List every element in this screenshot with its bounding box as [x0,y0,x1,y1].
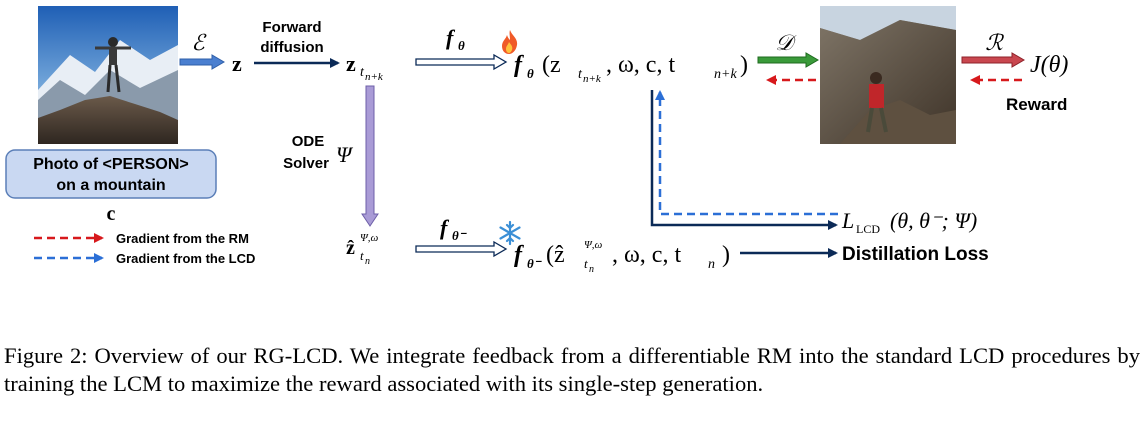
svg-text:t: t [360,65,365,80]
svg-text:): ) [740,52,748,78]
f-theta-minus-label: f [440,215,450,240]
svg-text:θ⁻: θ⁻ [527,256,543,271]
svg-text:n+k: n+k [583,73,602,85]
svg-text:f: f [514,52,524,78]
prompt-line-1: Photo of <PERSON> [33,156,189,173]
reward-model-arrow [961,52,1025,68]
svg-text:(θ, θ⁻; Ψ): (θ, θ⁻; Ψ) [890,208,977,233]
svg-text:z: z [346,51,356,76]
ode-label-2: Solver [283,155,329,172]
f-theta-sub: θ [458,38,465,53]
lcd-loss-label: L LCD (θ, θ⁻; Ψ) [841,208,977,236]
svg-text:ẑ: ẑ [346,237,355,259]
f-theta-minus-sub: θ⁻ [452,228,468,243]
svg-text:LCD: LCD [856,222,880,236]
student-output-expression: f θ (z t n+k , ω, c, t n+k ) [514,52,748,85]
reward-label: Reward [1006,95,1067,114]
objective-label: J(θ) [1030,52,1068,78]
svg-text:n: n [365,256,370,267]
svg-text:(z: (z [542,52,561,78]
teacher-output-expression: f θ⁻ (ẑ Ψ,ω t n , ω, c, t n ) [514,239,730,275]
svg-text:L: L [841,208,854,233]
svg-text:Ψ,ω: Ψ,ω [584,239,602,251]
latent-z: z [232,51,242,76]
input-photo [38,6,178,144]
f-theta-label: f [446,25,456,50]
forward-label-2: diffusion [260,39,323,56]
student-input-arrow [415,53,508,71]
rg-lcd-diagram: Photo of <PERSON> on a mountain c Gradie… [5,6,1068,275]
legend-lcd-label: Gradient from the LCD [116,251,255,266]
student-to-loss-line [650,90,838,230]
svg-text:, ω, c, t: , ω, c, t [606,52,675,78]
encoder-label: ℰ [191,30,207,55]
prompt-box: Photo of <PERSON> on a mountain [5,149,217,199]
ode-target-latent: ẑ Ψ,ω t n [346,232,378,267]
noisy-latent: z t n+k [346,51,384,83]
svg-text:θ: θ [527,66,534,81]
decoder-label: 𝒟 [775,30,797,55]
svg-text:n+k: n+k [714,67,737,82]
fire-icon [502,30,518,54]
legend-rm-label: Gradient from the RM [116,231,249,246]
figure-caption: Figure 2: Overview of our RG-LCD. We int… [4,343,1140,396]
svg-text:(ẑ: (ẑ [546,242,565,268]
condition-label: c [107,203,116,225]
distillation-loss-label: Distillation Loss [842,244,989,265]
psi-label: Ψ [336,142,354,167]
ode-solver-arrow [361,85,379,227]
snowflake-icon [499,220,521,246]
generated-photo [820,6,956,144]
svg-text:n: n [589,264,594,275]
decoder-arrow [757,52,819,68]
svg-text:t: t [578,67,583,82]
prompt-line-2: on a mountain [56,177,165,194]
svg-text:f: f [514,242,524,268]
legend: Gradient from the RM Gradient from the L… [34,231,255,266]
svg-text:): ) [722,242,730,268]
svg-text:t: t [360,248,364,263]
forward-label-1: Forward [262,19,321,36]
svg-text:t: t [584,256,588,271]
svg-text:n+k: n+k [365,71,384,83]
ode-label-1: ODE [292,133,325,150]
encoder-arrow [179,54,225,70]
svg-text:Ψ,ω: Ψ,ω [360,232,378,244]
svg-text:n: n [708,257,715,272]
teacher-input-arrow [415,240,508,258]
reward-model-label: ℛ [985,30,1004,55]
svg-text:, ω, c, t: , ω, c, t [612,242,681,268]
lcd-gradient-arrow [655,90,838,216]
